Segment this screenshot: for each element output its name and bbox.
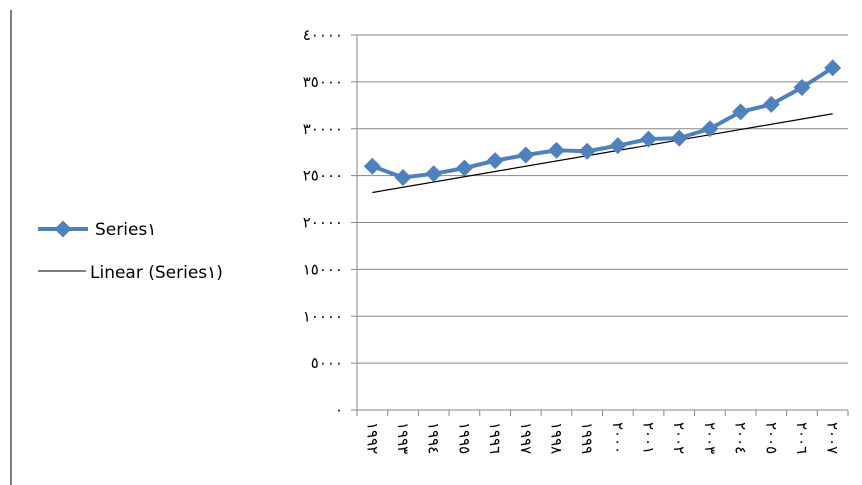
y-tick-label: ٢٠٠٠٠ xyxy=(303,214,343,232)
data-point-marker xyxy=(363,157,381,175)
legend-trendline-label: Linear (Series١) xyxy=(90,263,223,283)
data-point-marker xyxy=(547,141,565,159)
y-tick-label: ١٥٠٠٠ xyxy=(303,260,343,278)
x-tick-label: ١٩٩٨ xyxy=(547,422,565,454)
x-tick-label: ٢٠٠٧ xyxy=(824,422,842,454)
x-tick-label: ٢٠٠٥ xyxy=(762,422,780,454)
data-point-marker xyxy=(762,95,780,113)
x-tick-label: ١٩٩٥ xyxy=(455,422,473,454)
x-tick-label: ٢٠٠٣ xyxy=(701,422,719,454)
data-point-marker xyxy=(486,152,504,170)
x-tick-label: ١٩٩٣ xyxy=(394,422,412,454)
y-tick-label: ٠ xyxy=(335,401,343,419)
x-tick-label: ٢٠٠٤ xyxy=(732,422,750,454)
data-point-marker xyxy=(455,159,473,177)
x-tick-label: ١٩٩٤ xyxy=(425,422,443,454)
x-axis-tick-labels: ١٩٩٢ ١٩٩٣ ١٩٩٤ ١٩٩٥ ١٩٩٦ ١٩٩٧ ١٩٩٨ ١٩٩٩ ٢٠٠٠ ٢٠٠١… xyxy=(363,422,841,454)
data-point-marker xyxy=(578,142,596,160)
data-point-marker xyxy=(517,146,535,164)
x-tick-label: ٢٠٠٠ xyxy=(609,422,627,454)
data-point-marker xyxy=(394,169,412,186)
y-tick-label: ١٠٠٠٠ xyxy=(303,307,343,325)
x-tick-label: ٢٠٠١ xyxy=(640,422,658,454)
data-point-marker xyxy=(609,137,627,155)
legend-series-label: Series١ xyxy=(95,220,156,240)
chart-border-left xyxy=(10,10,12,485)
y-axis-tick-labels: ٠ ٥٠٠٠ ١٠٠٠٠ ١٥٠٠٠ ٢٠٠٠٠ ٢٥٠٠٠ ٣٠٠٠٠ ٣٥٠٠٠ ٤٠٠٠٠ xyxy=(303,26,343,419)
x-tick-label: ١٩٩٩ xyxy=(578,422,596,454)
data-point-marker xyxy=(824,59,842,77)
data-point-marker xyxy=(670,129,688,147)
data-point-marker xyxy=(425,165,443,183)
trendline xyxy=(372,113,833,194)
x-tick-label: ٢٠٠٢ xyxy=(670,422,688,454)
axes xyxy=(351,34,849,416)
x-tick-label: ١٩٩٧ xyxy=(517,422,535,454)
y-tick-label: ٤٠٠٠٠ xyxy=(303,26,343,44)
series-layer xyxy=(363,59,842,194)
y-tick-label: ٣٥٠٠٠ xyxy=(303,73,343,91)
gridlines xyxy=(357,34,848,364)
data-point-marker xyxy=(640,130,658,148)
data-point-marker xyxy=(701,120,719,138)
data-point-marker xyxy=(793,79,811,96)
legend-series-marker-swatch xyxy=(54,220,72,238)
legend: Series١ Linear (Series١) xyxy=(38,220,223,283)
x-tick-label: ٢٠٠٦ xyxy=(793,422,811,454)
y-tick-label: ٥٠٠٠ xyxy=(311,354,343,372)
y-tick-label: ٣٠٠٠٠ xyxy=(303,120,343,138)
x-tick-label: ١٩٩٢ xyxy=(363,422,381,454)
data-point-marker xyxy=(732,103,750,121)
series-line xyxy=(371,66,834,180)
y-tick-label: ٢٥٠٠٠ xyxy=(303,167,343,185)
x-tick-label: ١٩٩٦ xyxy=(486,422,504,454)
